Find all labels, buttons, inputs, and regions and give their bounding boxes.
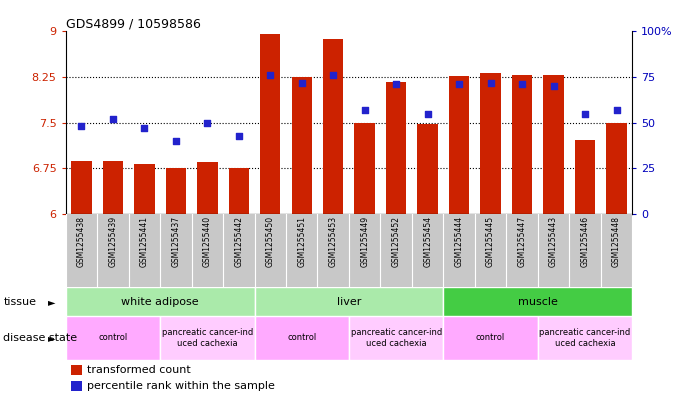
Text: pancreatic cancer-ind
uced cachexia: pancreatic cancer-ind uced cachexia	[162, 328, 253, 348]
Bar	[606, 123, 627, 214]
Bar	[575, 140, 595, 214]
Bar	[480, 73, 501, 214]
Point	[359, 107, 370, 113]
Point	[76, 123, 87, 130]
Point	[485, 79, 496, 86]
Text: control: control	[287, 334, 316, 342]
Bar	[229, 169, 249, 214]
Bar	[197, 162, 218, 214]
Bar	[254, 287, 444, 316]
Text: GSM1255442: GSM1255442	[234, 217, 243, 267]
Text: GSM1255446: GSM1255446	[580, 217, 589, 268]
Text: control: control	[98, 334, 127, 342]
Bar	[260, 35, 281, 214]
Text: GSM1255438: GSM1255438	[77, 217, 86, 267]
Point	[611, 107, 622, 113]
Point	[170, 138, 181, 144]
Bar	[349, 316, 444, 360]
Point	[265, 72, 276, 79]
Text: GSM1255440: GSM1255440	[202, 217, 212, 268]
Text: GSM1255443: GSM1255443	[549, 217, 558, 268]
Text: GSM1255445: GSM1255445	[486, 217, 495, 268]
Bar	[354, 123, 375, 214]
Bar	[512, 75, 532, 214]
Point	[390, 81, 401, 88]
Text: liver: liver	[337, 297, 361, 307]
Text: tissue: tissue	[3, 297, 37, 307]
Point	[202, 119, 213, 126]
Text: disease state: disease state	[3, 333, 77, 343]
Text: GDS4899 / 10598586: GDS4899 / 10598586	[66, 17, 200, 30]
Point	[107, 116, 118, 122]
Text: GSM1255449: GSM1255449	[360, 217, 369, 268]
Text: ►: ►	[48, 297, 56, 307]
Bar	[449, 76, 469, 214]
Bar	[254, 316, 349, 360]
Bar	[444, 287, 632, 316]
Text: GSM1255441: GSM1255441	[140, 217, 149, 267]
Point	[296, 79, 307, 86]
Text: transformed count: transformed count	[87, 365, 191, 375]
Text: GSM1255454: GSM1255454	[423, 217, 432, 268]
Bar	[543, 75, 564, 214]
Text: GSM1255447: GSM1255447	[518, 217, 527, 268]
Bar	[386, 82, 406, 214]
Text: percentile rank within the sample: percentile rank within the sample	[87, 381, 275, 391]
Text: ►: ►	[48, 333, 56, 343]
Point	[422, 110, 433, 117]
Text: GSM1255437: GSM1255437	[171, 217, 180, 268]
Text: GSM1255439: GSM1255439	[108, 217, 117, 268]
Text: GSM1255451: GSM1255451	[297, 217, 306, 267]
Bar	[71, 365, 82, 375]
Point	[328, 72, 339, 79]
Text: pancreatic cancer-ind
uced cachexia: pancreatic cancer-ind uced cachexia	[350, 328, 442, 348]
Bar	[323, 39, 343, 214]
Bar	[160, 316, 254, 360]
Point	[234, 132, 245, 139]
Point	[453, 81, 464, 88]
Text: white adipose: white adipose	[121, 297, 199, 307]
Bar	[417, 124, 438, 214]
Text: control: control	[476, 334, 505, 342]
Text: GSM1255450: GSM1255450	[266, 217, 275, 268]
Bar	[444, 316, 538, 360]
Bar	[134, 164, 155, 214]
Bar	[103, 161, 123, 214]
Bar	[166, 169, 186, 214]
Text: GSM1255452: GSM1255452	[392, 217, 401, 267]
Bar	[66, 287, 254, 316]
Point	[580, 110, 591, 117]
Text: pancreatic cancer-ind
uced cachexia: pancreatic cancer-ind uced cachexia	[540, 328, 631, 348]
Bar	[71, 161, 92, 214]
Bar	[292, 77, 312, 214]
Point	[548, 83, 559, 90]
Point	[517, 81, 528, 88]
Text: GSM1255444: GSM1255444	[455, 217, 464, 268]
Point	[139, 125, 150, 131]
Bar	[538, 316, 632, 360]
Bar	[71, 381, 82, 391]
Bar	[66, 316, 160, 360]
Text: GSM1255448: GSM1255448	[612, 217, 621, 267]
Text: muscle: muscle	[518, 297, 558, 307]
Text: GSM1255453: GSM1255453	[329, 217, 338, 268]
